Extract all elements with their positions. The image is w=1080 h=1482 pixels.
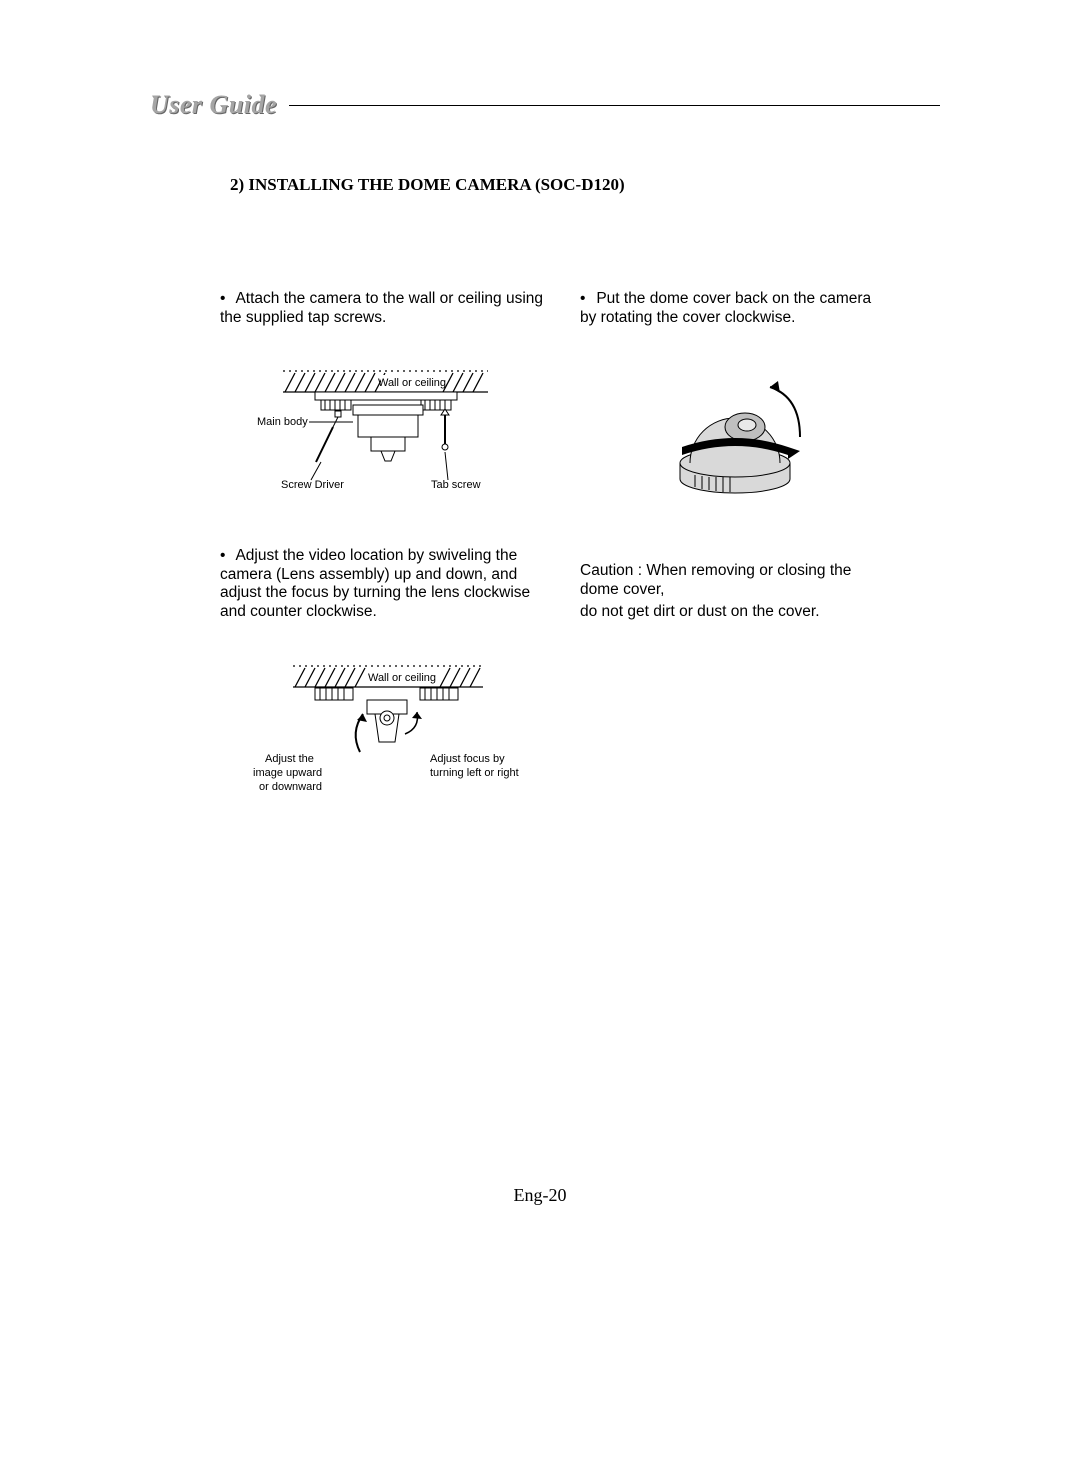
header-rule [289,105,940,106]
page-content: User Guide 2) INSTALLING THE DOME CAMERA… [150,90,940,857]
left-column: • Attach the camera to the wall or ceili… [220,290,550,857]
caution-text-1: Caution : When removing or closing the d… [580,562,851,598]
figure-dome [580,367,890,507]
figure-mounting: Wall or ceiling [220,367,550,502]
left-step-2-text: Adjust the video location by swiveling t… [220,547,530,620]
left-step-1: • Attach the camera to the wall or ceili… [220,290,550,327]
dome-diagram-icon [650,367,820,507]
fig2-left-l1: Adjust the [265,753,314,765]
screwdriver-label: Screw Driver [281,479,344,491]
tab-screw-label: Tab screw [431,479,481,491]
two-column-layout: • Attach the camera to the wall or ceili… [150,290,940,857]
right-step-1: • Put the dome cover back on the camera … [580,290,890,327]
wall-label: Wall or ceiling [377,377,445,389]
page-header: User Guide [150,90,940,120]
section-title: 2) INSTALLING THE DOME CAMERA (SOC-D120) [230,175,940,195]
page-number: Eng-20 [0,1185,1080,1206]
caution-text-2: do not get dirt or dust on the cover. [580,603,820,620]
main-body-label: Main body [257,416,308,428]
fig2-left-l3: or downward [259,781,322,793]
right-step-1-text: Put the dome cover back on the camera by… [580,290,871,326]
header-title: User Guide [150,90,289,120]
caution-line-2: do not get dirt or dust on the cover. [580,603,890,622]
bullet-icon: • [580,290,592,309]
figure-adjust: Wall or ceiling [220,662,550,812]
bullet-icon: • [220,547,232,566]
fig2-right-l1: Adjust focus by [430,753,505,765]
fig2-left-l2: image upward [253,767,322,779]
mounting-diagram-icon: Wall or ceiling [253,367,518,502]
adjust-diagram-icon: Wall or ceiling [245,662,525,812]
caution-line-1: Caution : When removing or closing the d… [580,562,890,599]
fig2-right-l2: turning left or right [430,767,519,779]
left-step-1-text: Attach the camera to the wall or ceiling… [220,290,543,326]
right-column: • Put the dome cover back on the camera … [580,290,890,857]
left-step-2: • Adjust the video location by swiveling… [220,547,550,621]
wall-label-2: Wall or ceiling [368,672,436,684]
bullet-icon: • [220,290,232,309]
